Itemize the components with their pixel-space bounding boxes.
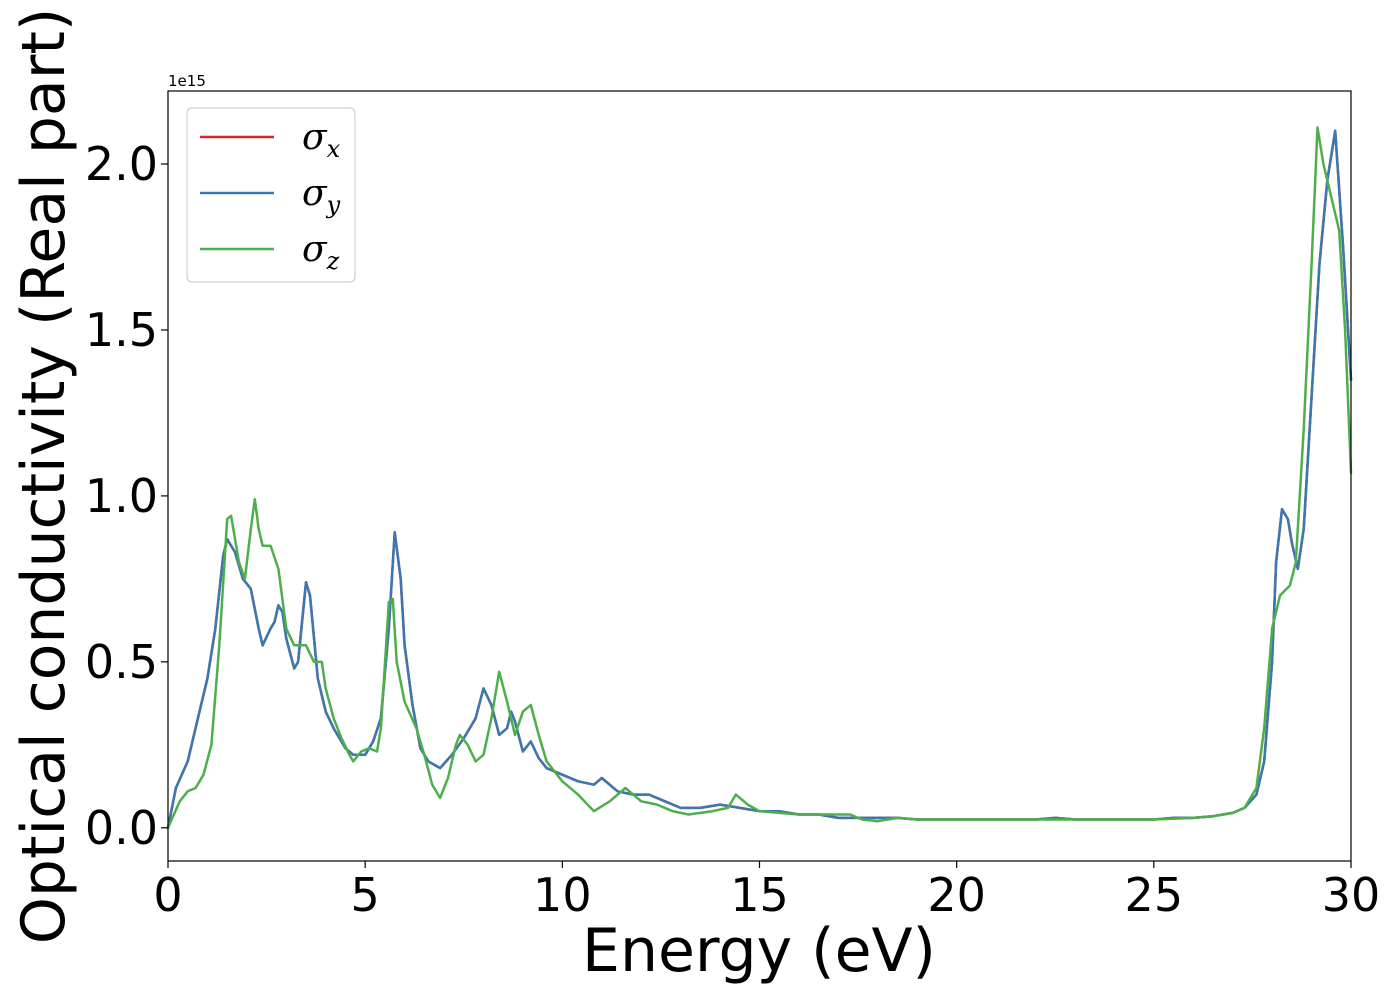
x-tick-label: 25 — [1125, 868, 1184, 922]
y-tick-label: 1.5 — [85, 303, 158, 357]
legend-label-sigma-x: σx — [302, 117, 341, 163]
legend-symbol: σ — [302, 173, 328, 214]
legend-label-sigma-z: σz — [302, 229, 340, 275]
x-axis: 0 5 10 15 20 25 30 — [153, 861, 1380, 922]
y-tick-label: 0.5 — [85, 635, 158, 689]
x-tick-label: 5 — [351, 868, 380, 922]
y-tick-label: 0.0 — [85, 801, 158, 855]
legend-symbol: σ — [302, 117, 328, 158]
x-axis-title: Energy (eV) — [582, 916, 936, 986]
legend-box — [186, 107, 356, 283]
series-line-sigma-z — [166, 126, 1353, 830]
legend-symbol: σ — [302, 229, 328, 270]
x-tick-label: 0 — [153, 868, 182, 922]
legend-subscript: y — [326, 191, 341, 219]
plot-area — [166, 126, 1353, 830]
x-tick-label: 30 — [1322, 868, 1381, 922]
legend-label-sigma-y: σy — [302, 173, 341, 219]
legend-subscript: x — [327, 135, 341, 163]
y-axis: 0.0 0.5 1.0 1.5 2.0 — [85, 137, 168, 855]
x-tick-label: 20 — [927, 868, 986, 922]
y-tick-label: 2.0 — [85, 137, 158, 191]
y-offset-text: 1e15 — [168, 72, 206, 90]
y-axis-title: Optical conductivity (Real part) — [9, 8, 79, 945]
x-tick-label: 15 — [730, 868, 789, 922]
y-tick-label: 1.0 — [85, 469, 158, 523]
legend-subscript: z — [326, 247, 340, 275]
x-tick-label: 10 — [533, 868, 592, 922]
